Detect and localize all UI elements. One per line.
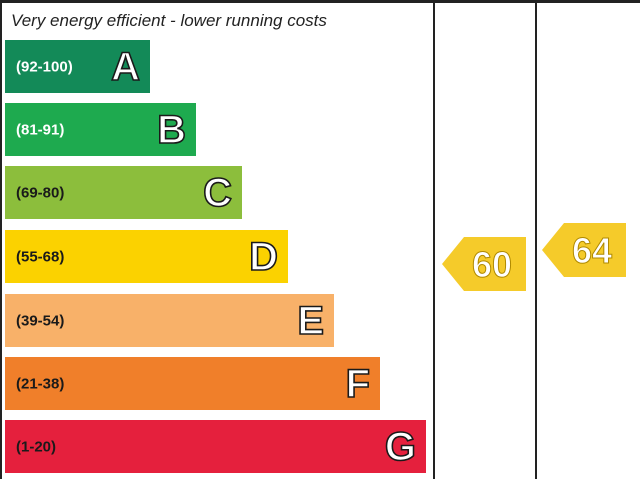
top-border (0, 0, 640, 3)
band-range-label: (81-91) (16, 121, 65, 138)
band-letter: B (156, 107, 186, 152)
band-d: (55-68) D (5, 230, 288, 283)
band-f: (21-38) F (5, 357, 380, 410)
band-letter: D (248, 234, 278, 279)
band-b: (81-91) B (5, 103, 196, 156)
potential-rating-arrow: 64 (542, 223, 626, 277)
chart-caption: Very energy efficient - lower running co… (11, 11, 327, 30)
band-range-label: (21-38) (16, 375, 65, 392)
band-letter: G (384, 424, 417, 469)
band-range-label: (92-100) (16, 58, 73, 75)
left-border (0, 0, 2, 479)
current-rating-arrow: 60 (442, 237, 526, 291)
band-range-label: (69-80) (16, 184, 65, 201)
potential-rating-value: 64 (572, 230, 612, 271)
band-letter: E (297, 298, 325, 343)
potential-column-divider (535, 0, 537, 479)
current-column-divider (433, 0, 435, 479)
band-c: (69-80) C (5, 166, 242, 219)
band-range-label: (1-20) (16, 438, 57, 455)
band-letter: C (202, 170, 232, 215)
band-range-label: (55-68) (16, 248, 65, 265)
band-g: (1-20) G (5, 420, 426, 473)
current-rating-value: 60 (472, 244, 512, 285)
band-letter: F (345, 361, 371, 406)
band-range-label: (39-54) (16, 312, 65, 329)
band-a: (92-100) A (5, 40, 150, 93)
band-letter: A (110, 44, 140, 89)
band-e: (39-54) E (5, 294, 334, 347)
